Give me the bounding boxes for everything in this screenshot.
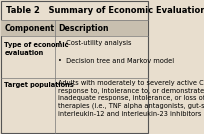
Text: Adults with moderately to severely active C
response to, intolerance to, or demo: Adults with moderately to severely activ… bbox=[59, 80, 204, 117]
FancyBboxPatch shape bbox=[1, 20, 149, 36]
Text: Target populations: Target populations bbox=[4, 82, 74, 88]
Text: Component: Component bbox=[4, 24, 54, 33]
Text: Type of economic
evaluation: Type of economic evaluation bbox=[4, 42, 69, 55]
Text: Table 2   Summary of Economic Evaluation: Table 2 Summary of Economic Evaluation bbox=[6, 6, 204, 15]
Text: Description: Description bbox=[59, 24, 109, 33]
FancyBboxPatch shape bbox=[1, 1, 149, 133]
Text: •  Cost-utility analysis

•  Decision tree and Markov model: • Cost-utility analysis • Decision tree … bbox=[59, 40, 175, 64]
